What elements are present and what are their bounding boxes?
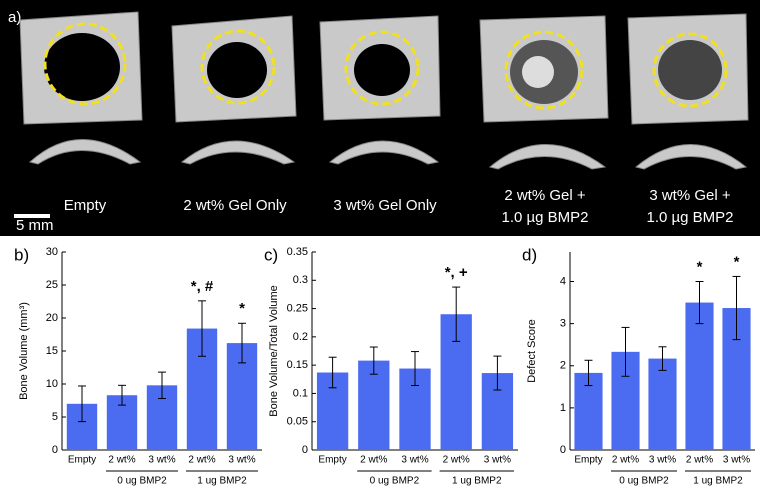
y-tick-label: 25	[46, 279, 58, 291]
scale-bar-label: 5 mm	[16, 217, 54, 234]
x-tick-label: 3 wt%	[148, 455, 175, 466]
caption: 3 wt% Gel Only	[333, 197, 437, 214]
y-tick-label: 4	[560, 275, 566, 287]
panel-label: b)	[14, 245, 29, 264]
y-tick-label: 2	[560, 360, 566, 372]
x-tick-label: 2 wt%	[612, 455, 639, 466]
y-axis-label: Defect Score	[526, 319, 538, 383]
caption: 1.0 µg BMP2	[501, 209, 588, 226]
y-tick-label: 20	[46, 312, 58, 324]
x-tick-label: 3 wt%	[723, 455, 750, 466]
bar	[648, 359, 676, 450]
x-tick-label: 2 wt%	[686, 455, 713, 466]
caption: 2 wt% Gel Only	[183, 197, 287, 214]
y-tick-label: 1	[560, 402, 566, 414]
x-tick-label: Empty	[574, 455, 602, 466]
y-tick-label: 0.3	[293, 274, 308, 286]
x-tick-label: 3 wt%	[401, 455, 428, 466]
panel-label: c)	[264, 245, 278, 264]
panel-label: d)	[522, 245, 537, 264]
x-tick-label: 3 wt%	[484, 455, 511, 466]
group-label: 0 ug BMP2	[117, 476, 167, 487]
significance-label: *, +	[445, 264, 468, 281]
y-tick-label: 0	[302, 444, 308, 456]
group-label: 0 ug BMP2	[370, 476, 420, 487]
y-tick-label: 0	[560, 444, 566, 456]
panel-label: a)	[8, 9, 21, 26]
y-tick-label: 0	[52, 444, 58, 456]
y-tick-label: 15	[46, 345, 58, 357]
significance-label: *	[734, 253, 740, 270]
x-tick-label: Empty	[318, 455, 346, 466]
caption: 1.0 µg BMP2	[646, 209, 733, 226]
caption: 2 wt% Gel +	[504, 187, 586, 204]
significance-label: *	[239, 300, 245, 317]
x-tick-label: Empty	[68, 455, 96, 466]
x-tick-label: 3 wt%	[228, 455, 255, 466]
y-tick-label: 10	[46, 378, 58, 390]
y-axis-label: Bone Volume (mm³)	[18, 302, 30, 400]
caption: Empty	[64, 197, 107, 214]
group-label: 0 ug BMP2	[619, 476, 669, 487]
y-axis-label: Bone Volume/Total Volume	[268, 285, 280, 416]
significance-label: *, #	[191, 278, 214, 295]
x-tick-label: 3 wt%	[649, 455, 676, 466]
x-tick-label: 2 wt%	[360, 455, 387, 466]
y-tick-label: 3	[560, 318, 566, 330]
y-tick-label: 0.25	[287, 302, 308, 314]
y-tick-label: 30	[46, 246, 58, 258]
group-label: 1 ug BMP2	[452, 476, 502, 487]
figure: a) 5 mm Empty 2 wt% Gel Only 3 wt% Gel Onl…	[0, 0, 760, 487]
y-tick-label: 0.15	[287, 359, 308, 371]
y-tick-label: 5	[52, 411, 58, 423]
y-tick-label: 0.05	[287, 416, 308, 428]
group-label: 1 ug BMP2	[693, 476, 743, 487]
bar	[685, 303, 713, 450]
x-tick-label: 2 wt%	[108, 455, 135, 466]
y-tick-label: 0.2	[293, 331, 308, 343]
x-tick-label: 2 wt%	[443, 455, 470, 466]
significance-label: *	[697, 258, 703, 275]
x-tick-label: 2 wt%	[188, 455, 215, 466]
group-label: 1 ug BMP2	[197, 476, 247, 487]
y-tick-label: 0.1	[293, 387, 308, 399]
y-tick-label: 0.35	[287, 246, 308, 258]
caption: 3 wt% Gel +	[649, 187, 731, 204]
